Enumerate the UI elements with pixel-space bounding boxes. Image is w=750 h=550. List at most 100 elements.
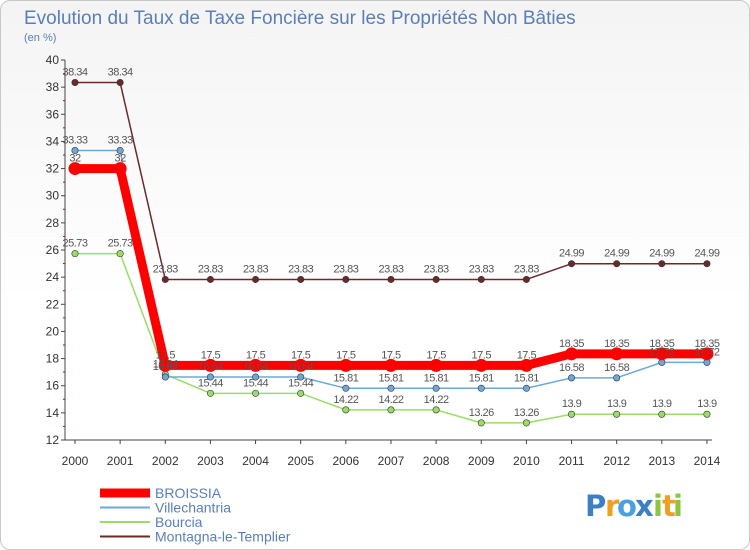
- logo-letter: P: [585, 489, 606, 523]
- data-label-bourcia: 25.73: [62, 238, 87, 250]
- legend-label-bourcia: Bourcia: [155, 514, 203, 530]
- data-label-villechantria: 16.64: [153, 361, 178, 373]
- x-tick-label: 2011: [559, 454, 585, 468]
- data-point-broissia: [249, 358, 263, 372]
- data-label-broissia: 17.5: [246, 349, 266, 361]
- data-label-broissia: 17.5: [291, 349, 311, 361]
- y-tick-label: 16: [46, 379, 60, 393]
- data-point-villechantria: [116, 147, 124, 155]
- data-label-broissia: 32: [69, 153, 81, 165]
- data-point-villechantria: [613, 374, 621, 382]
- data-point-montagna-le-templier: [477, 275, 485, 283]
- x-tick-label: 2007: [378, 454, 405, 468]
- data-point-montagna-le-templier: [613, 260, 621, 268]
- data-label-bourcia: 13.9: [652, 398, 672, 410]
- data-point-broissia: [429, 358, 443, 372]
- logo-letter: i: [653, 489, 663, 523]
- data-point-bourcia: [206, 389, 214, 397]
- data-label-broissia: 17.5: [336, 349, 356, 361]
- data-point-montagna-le-templier: [252, 275, 260, 283]
- data-point-broissia: [113, 162, 127, 176]
- y-tick-label: 36: [46, 107, 60, 121]
- data-label-bourcia: 15.44: [288, 377, 313, 389]
- y-tick-label: 14: [46, 406, 60, 420]
- y-tick-label: 12: [46, 433, 60, 447]
- data-point-broissia: [158, 358, 172, 372]
- data-label-bourcia: 13.9: [697, 398, 717, 410]
- x-tick-label: 2005: [287, 454, 314, 468]
- y-tick-label: 30: [46, 189, 60, 203]
- x-tick-label: 2001: [107, 454, 134, 468]
- data-point-bourcia: [252, 389, 260, 397]
- legend-label-montagna-le-templier: Montagna-le-Templier: [155, 529, 291, 545]
- y-tick-label: 34: [46, 134, 60, 148]
- data-label-montagna-le-templier: 24.99: [604, 248, 629, 260]
- data-label-bourcia: 13.9: [562, 398, 582, 410]
- data-point-bourcia: [522, 419, 530, 427]
- data-label-bourcia: 14.22: [378, 394, 403, 406]
- y-tick-label: 40: [46, 53, 60, 67]
- data-label-bourcia: 15.44: [243, 377, 268, 389]
- x-tick-label: 2000: [62, 454, 89, 468]
- data-point-montagna-le-templier: [387, 275, 395, 283]
- data-label-villechantria: 16.58: [559, 362, 584, 374]
- data-point-broissia: [294, 358, 308, 372]
- data-label-broissia: 17.5: [472, 349, 492, 361]
- data-label-villechantria: 33.33: [62, 135, 87, 147]
- data-point-villechantria: [568, 374, 576, 382]
- data-point-broissia: [655, 347, 669, 361]
- x-tick-label: 2008: [423, 454, 450, 468]
- data-label-montagna-le-templier: 38.34: [108, 67, 133, 79]
- data-label-montagna-le-templier: 38.34: [62, 67, 87, 79]
- data-label-bourcia: 13.9: [607, 398, 627, 410]
- y-tick-label: 18: [46, 352, 60, 366]
- data-label-montagna-le-templier: 24.99: [649, 248, 674, 260]
- logo-letter: x: [635, 489, 654, 523]
- data-label-broissia: 17.5: [156, 349, 176, 361]
- legend: BROISSIAVillechantriaBourciaMontagna-le-…: [100, 485, 291, 545]
- x-tick-label: 2003: [197, 454, 224, 468]
- data-point-bourcia: [568, 410, 576, 418]
- series-layer: [68, 79, 714, 427]
- data-label-broissia: 17.5: [517, 349, 537, 361]
- data-point-broissia: [700, 347, 714, 361]
- data-point-villechantria: [477, 384, 485, 392]
- data-point-villechantria: [161, 373, 169, 381]
- data-point-montagna-le-templier: [522, 275, 530, 283]
- data-point-broissia: [565, 347, 579, 361]
- data-point-bourcia: [297, 389, 305, 397]
- data-point-broissia: [68, 162, 82, 176]
- data-point-broissia: [610, 347, 624, 361]
- data-point-montagna-le-templier: [432, 275, 440, 283]
- data-label-broissia: 18.35: [694, 338, 719, 350]
- x-tick-label: 2002: [152, 454, 179, 468]
- data-label-bourcia: 25.73: [108, 238, 133, 250]
- data-point-bourcia: [342, 406, 350, 414]
- y-tick-label: 22: [46, 297, 60, 311]
- data-label-villechantria: 15.81: [469, 372, 494, 384]
- y-tick-label: 28: [46, 216, 60, 230]
- data-point-montagna-le-templier: [658, 260, 666, 268]
- data-label-villechantria: 16.58: [604, 362, 629, 374]
- data-label-broissia: 17.5: [381, 349, 401, 361]
- x-tick-label: 2004: [242, 454, 269, 468]
- data-point-bourcia: [116, 250, 124, 258]
- data-point-bourcia: [477, 419, 485, 427]
- data-label-bourcia: 16.84: [153, 358, 178, 370]
- data-label-villechantria: 15.81: [424, 372, 449, 384]
- data-point-villechantria: [387, 384, 395, 392]
- data-label-montagna-le-templier: 23.83: [514, 263, 539, 275]
- data-label-montagna-le-templier: 24.99: [559, 248, 584, 260]
- logo-letter: o: [617, 489, 637, 523]
- data-label-montagna-le-templier: 23.83: [378, 263, 403, 275]
- data-label-broissia: 17.5: [201, 349, 221, 361]
- data-label-montagna-le-templier: 23.83: [424, 263, 449, 275]
- data-label-broissia: 32: [115, 153, 127, 165]
- data-point-bourcia: [387, 406, 395, 414]
- y-tick-label: 20: [46, 324, 60, 338]
- data-label-villechantria: 16.64: [243, 361, 268, 373]
- data-label-bourcia: 15.44: [198, 377, 223, 389]
- data-label-broissia: 18.35: [604, 338, 629, 350]
- data-label-villechantria: 16.64: [288, 361, 313, 373]
